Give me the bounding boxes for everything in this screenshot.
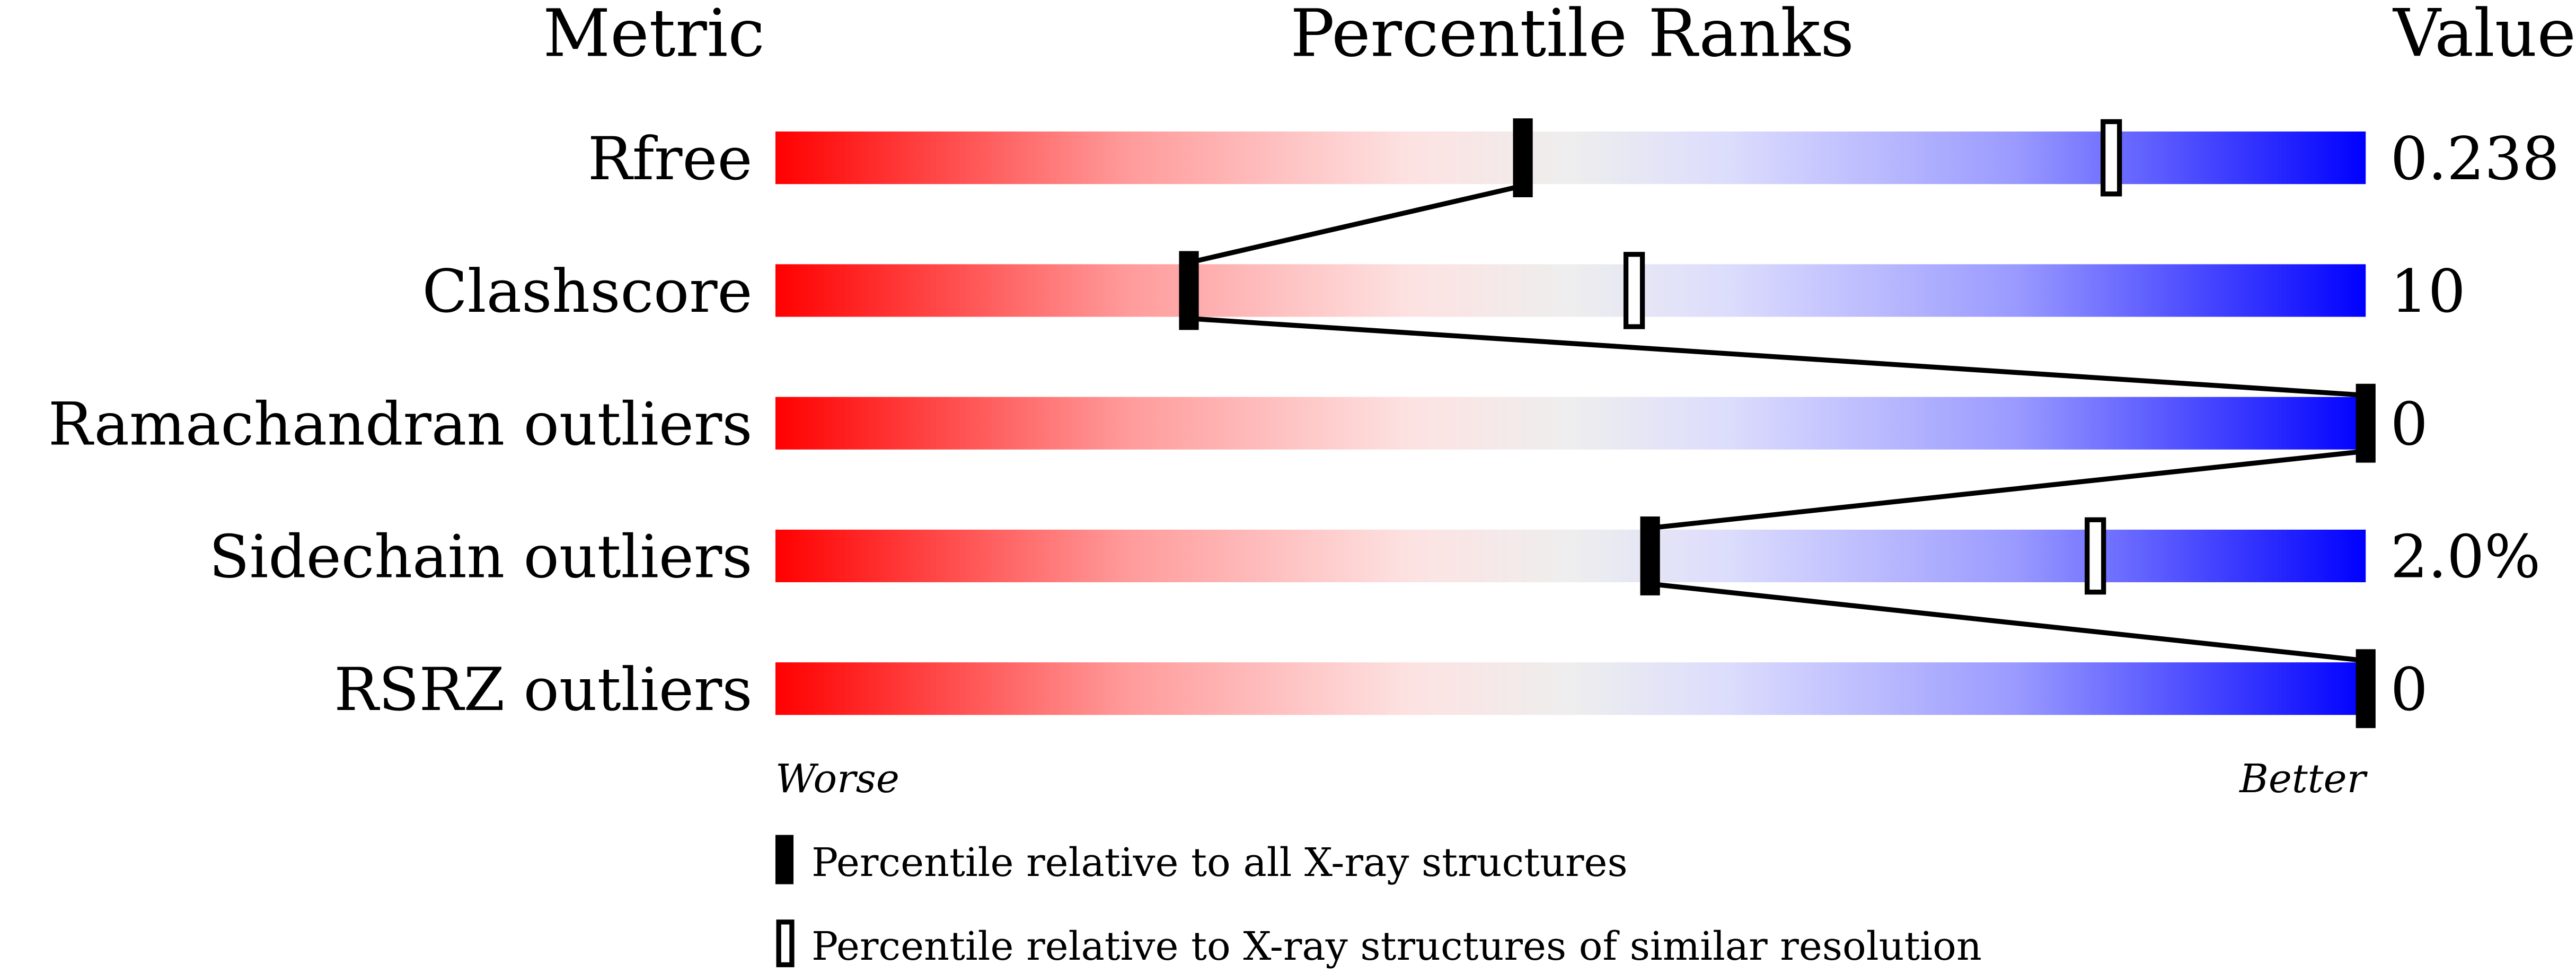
percentile-bar	[775, 662, 2366, 715]
all-percentile-marker	[2356, 383, 2376, 463]
percentile-bar	[775, 132, 2366, 185]
metric-label: Clashscore	[422, 257, 753, 326]
all-percentile-marker	[2356, 649, 2376, 729]
legend-open-marker	[776, 919, 795, 968]
metric-value: 2.0%	[2390, 523, 2540, 592]
better-label: Better	[2238, 756, 2368, 802]
similar-percentile-marker	[2085, 517, 2106, 595]
percentile-bar	[775, 529, 2366, 583]
metric-value: 10	[2390, 257, 2466, 326]
metric-value: 0	[2390, 655, 2428, 724]
connector-line	[1649, 449, 2366, 531]
similar-percentile-marker	[1623, 252, 1645, 329]
connector-line	[1188, 183, 1524, 265]
percentile-bar	[775, 397, 2366, 450]
metric-value: 0.238	[2390, 125, 2560, 194]
percentile-bar	[775, 264, 2366, 317]
metric-label: Rfree	[588, 125, 753, 194]
worse-label: Worse	[775, 756, 899, 802]
header-value: Value	[2392, 0, 2576, 72]
similar-percentile-marker	[2101, 119, 2122, 197]
all-percentile-marker	[1179, 251, 1199, 330]
legend-similar: Percentile relative to X-ray structures …	[811, 923, 1982, 969]
metric-label: RSRZ outliers	[334, 655, 752, 724]
all-percentile-marker	[1640, 516, 1660, 595]
legend-filled-marker	[775, 835, 794, 884]
metric-label: Sidechain outliers	[209, 523, 752, 592]
legend-all: Percentile relative to all X-ray structu…	[811, 839, 1628, 886]
connector-line	[1649, 581, 2366, 663]
all-percentile-marker	[1513, 118, 1533, 197]
header-metric: Metric	[543, 0, 764, 72]
header-percentile: Percentile Ranks	[1290, 0, 1854, 72]
metric-value: 0	[2390, 390, 2428, 459]
metric-label: Ramachandran outliers	[48, 390, 753, 459]
connector-line	[1188, 315, 2366, 398]
